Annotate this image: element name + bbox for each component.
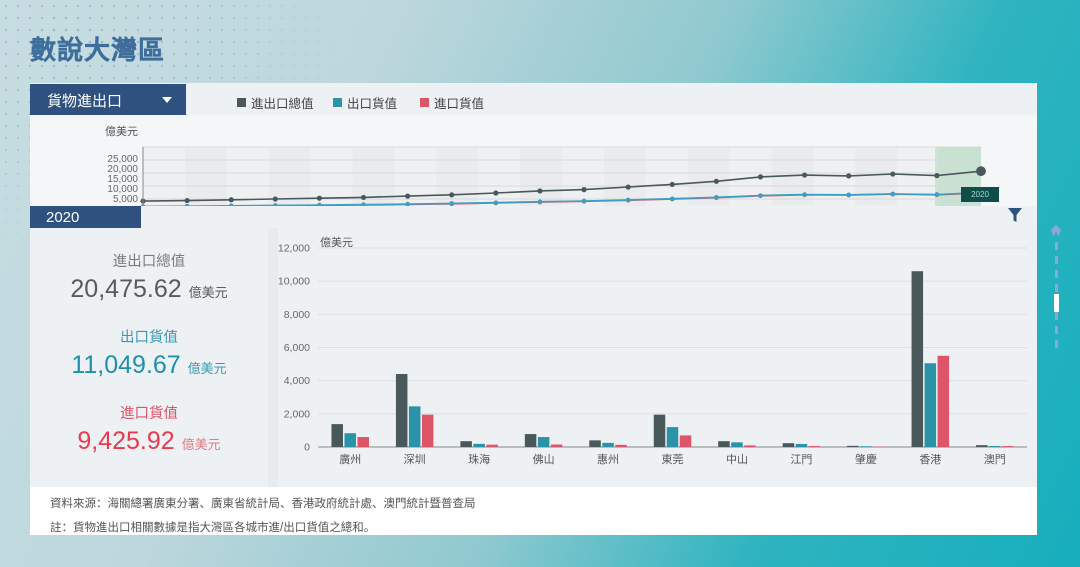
svg-text:深圳: 深圳 — [404, 453, 426, 466]
svg-text:4,000: 4,000 — [284, 375, 310, 387]
svg-text:6,000: 6,000 — [284, 342, 310, 354]
svg-text:東莞: 東莞 — [662, 453, 684, 466]
svg-text:珠海: 珠海 — [468, 452, 490, 466]
svg-text:澳門: 澳門 — [984, 453, 1006, 466]
svg-text:佛山: 佛山 — [533, 453, 555, 466]
svg-text:惠州: 惠州 — [597, 452, 619, 466]
svg-text:中山: 中山 — [726, 453, 748, 466]
svg-text:8,000: 8,000 — [284, 309, 310, 321]
svg-text:肇慶: 肇慶 — [855, 452, 877, 466]
svg-text:10,000: 10,000 — [278, 276, 310, 288]
svg-text:江門: 江門 — [790, 453, 812, 466]
svg-text:12,000: 12,000 — [278, 243, 310, 255]
svg-text:香港: 香港 — [919, 453, 941, 466]
svg-text:廣州: 廣州 — [339, 452, 361, 466]
svg-text:0: 0 — [304, 442, 310, 454]
svg-text:5,000: 5,000 — [113, 194, 138, 205]
svg-text:2,000: 2,000 — [284, 408, 310, 420]
